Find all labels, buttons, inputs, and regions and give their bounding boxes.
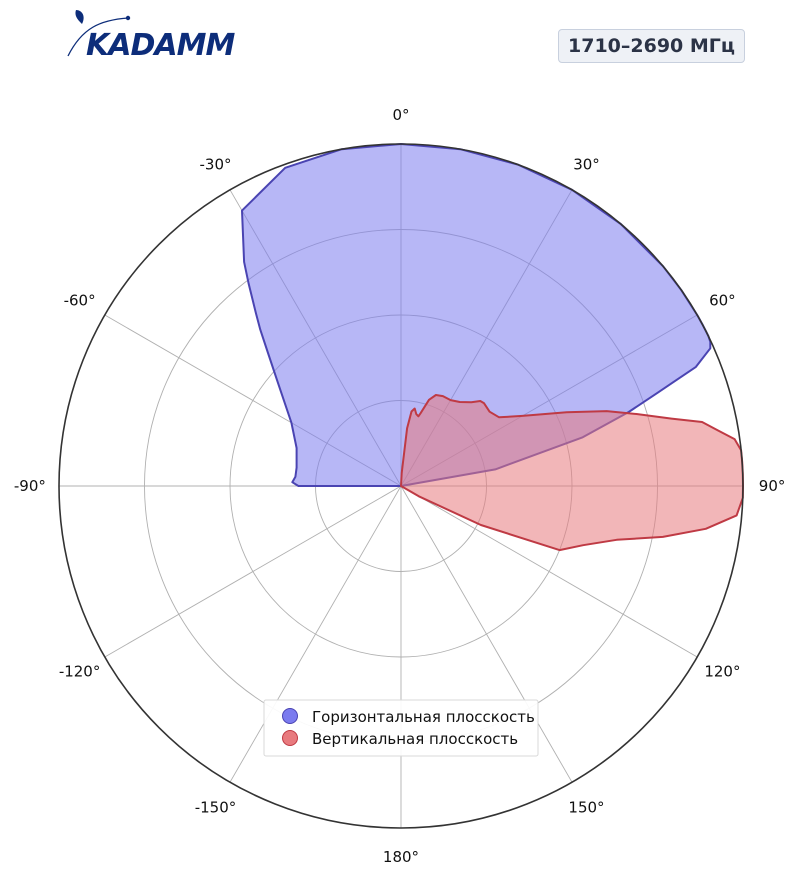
angle-tick-labels: 0° 30° 60° 90° 120° 150° 180° -150° -120° -90° -60… [14,106,785,866]
angle-tick-label-8: -120° [59,663,101,681]
series-area-vertical [400,394,744,552]
angle-tick-label-3: 90° [759,477,786,495]
angle-tick-label-11: -30° [200,156,232,174]
angle-tick-label-5: 150° [568,798,604,816]
logo-arc [67,17,129,57]
legend: Горизонтальная плосскость Вертикальная п… [263,699,539,757]
legend-label-vertical: Вертикальная плосскость [312,730,518,748]
grid-spoke-7 [229,485,402,783]
logo-leaf-icon [75,10,84,24]
angle-tick-label-6: 180° [383,848,419,866]
angle-tick-label-0: 0° [392,106,409,124]
grid-spoke-8 [104,485,402,658]
angle-tick-label-1: 30° [573,156,600,174]
legend-box [263,699,539,757]
kadamm-logo: KADAMM [67,10,236,62]
angle-tick-label-7: -150° [195,798,237,816]
angle-tick-label-10: -60° [64,292,96,310]
outer-circle [58,143,744,829]
logo-dot [125,15,131,21]
angle-tick-label-9: -90° [14,477,46,495]
frequency-badge: 1710–2690 МГц [558,29,745,63]
legend-label-horizontal: Горизонтальная плосскость [312,708,535,726]
angle-tick-label-4: 120° [704,663,740,681]
legend-marker-horizontal [282,708,298,724]
grid-spoke-5 [400,485,573,783]
angle-tick-label-2: 60° [709,292,736,310]
series-area-horizontal [241,143,712,487]
grid-spoke-4 [400,485,698,658]
polar-frame [58,143,744,829]
polar-series [241,143,744,552]
legend-marker-vertical [282,730,298,746]
logo-text: KADAMM [86,28,235,62]
